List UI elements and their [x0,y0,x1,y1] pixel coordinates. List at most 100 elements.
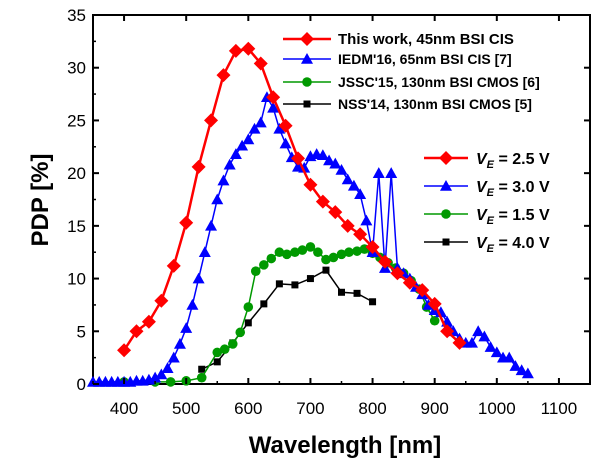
data-point [353,289,361,297]
data-point [253,56,268,71]
y-tick-label: 35 [67,6,86,25]
data-point [328,205,343,220]
legend: This work, 45nm BSI CIS IEDM'16, 65nm BSI… [283,31,540,112]
data-point [196,372,207,383]
data-point [305,242,316,252]
x-tick-label: 600 [234,399,262,418]
data-point [212,347,223,358]
data-point [352,246,362,256]
data-point [365,239,380,254]
ve-legend-marker [439,151,453,165]
x-tick-label: 1000 [478,399,516,418]
data-point [254,116,267,128]
series-line [123,47,461,351]
plot-frame [92,14,591,385]
legend-marker [303,100,311,108]
data-point [204,113,219,128]
data-point [266,90,281,105]
data-point [259,260,269,270]
data-point [340,218,355,233]
data-point [205,219,218,231]
data-point [335,163,348,175]
data-point [213,358,221,366]
data-point [282,249,292,260]
series-layer [87,41,534,387]
data-point [279,137,292,149]
data-point [452,335,467,350]
x-tick-label: 700 [296,399,324,418]
data-point [390,266,405,281]
data-point [329,157,342,169]
data-point [248,122,261,134]
ve-legend-label: VE = 3.0 V [476,179,550,199]
data-point [290,247,300,258]
data-point [229,148,242,159]
y-tick-label: 25 [67,111,86,130]
y-tick-label: 30 [67,59,86,78]
data-point [478,330,491,342]
data-point [154,293,169,308]
data-point [191,159,206,174]
data-point [297,245,308,255]
data-point [274,247,285,258]
series-2 [87,91,534,387]
data-point [266,253,277,264]
data-point [429,315,440,326]
data-point [353,227,368,242]
data-point [167,351,180,363]
legend-marker [302,77,312,87]
x-tick-label: 800 [358,399,386,418]
data-point [275,280,283,288]
data-point [427,296,442,311]
data-point [155,368,168,380]
data-point [186,298,199,310]
ve-legend-marker [442,238,450,246]
ve-legend-marker [441,209,451,219]
x-tick-label: 900 [421,399,449,418]
data-point [316,149,329,161]
data-point [338,288,345,296]
data-point [322,266,330,274]
data-point [521,367,534,379]
data-point [236,139,249,151]
legend-marker [301,53,313,64]
data-point [336,249,347,260]
data-point [273,122,286,134]
data-point [173,337,186,349]
data-point [166,258,181,273]
data-point [235,327,246,338]
data-point [260,300,268,308]
plot-area-border [92,14,591,385]
data-point [161,362,174,373]
ve-legend: VE = 2.5 V VE = 3.0 V VE = 1.5 V VE = 4.0 V [424,151,550,255]
data-point [241,41,256,56]
data-point [440,324,455,339]
data-point [385,167,398,178]
data-point [267,101,280,113]
data-point [377,254,392,269]
y-axis-title: PDP [%] [27,154,54,247]
data-point [328,252,339,263]
data-point [298,161,311,173]
data-point [227,339,238,349]
ve-legend-label: VE = 1.5 V [476,207,550,227]
data-point [179,215,194,230]
data-point [347,179,360,191]
data-point [192,272,205,284]
ve-legend-label: VE = 2.5 V [476,151,550,171]
ve-legend-label: VE = 4.0 V [476,235,550,255]
data-point [415,283,430,298]
data-point [228,43,243,58]
data-point [360,214,373,226]
data-point [149,371,162,383]
data-point [321,254,331,265]
data-point [434,306,447,318]
legend-label: NSS'14, 130nm BSI CMOS [5] [338,96,532,112]
legend-label: IEDM'16, 65nm BSI CIS [7] [338,51,512,67]
data-point [369,298,377,306]
y-tick-label: 0 [77,375,86,394]
data-point [515,364,528,376]
data-point [313,247,323,258]
x-axis-title: Wavelength [nm] [249,432,441,459]
